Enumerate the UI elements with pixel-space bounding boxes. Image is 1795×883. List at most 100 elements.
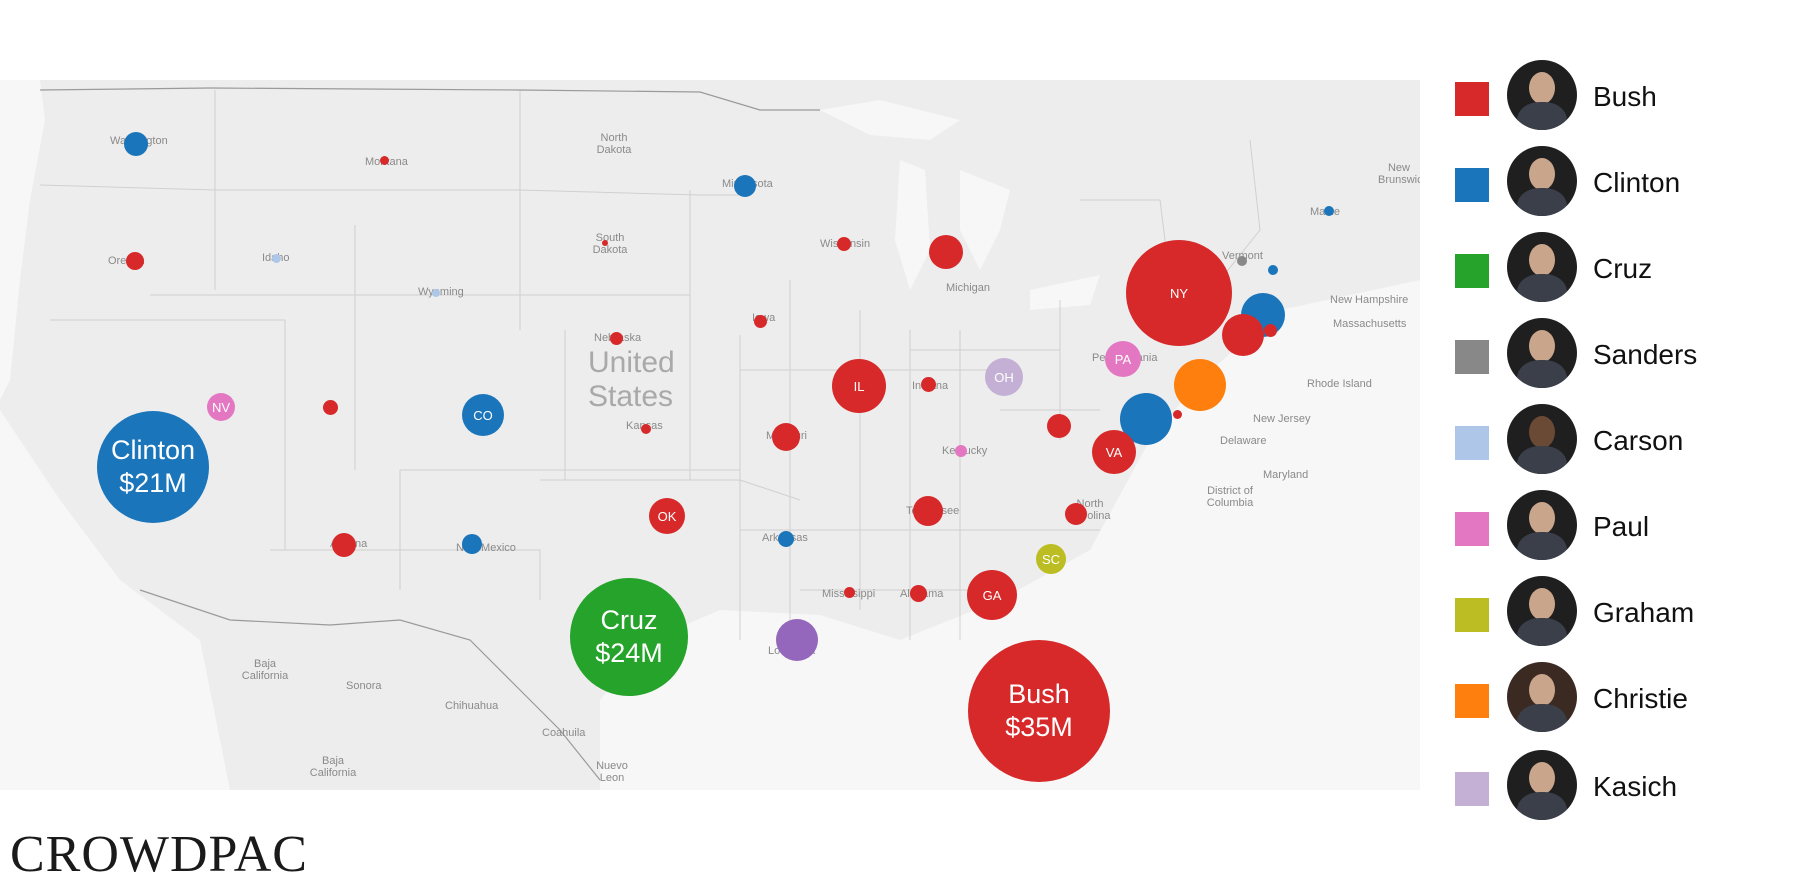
- bubble-sc[interactable]: SC: [1036, 544, 1066, 574]
- bubble-il[interactable]: IL: [832, 359, 886, 413]
- legend-swatch: [1455, 426, 1489, 460]
- label-baja-california-sur: Baja California: [309, 755, 357, 779]
- dot-west-virginia[interactable]: [1047, 414, 1071, 438]
- label-new-brunswick: New Brunswick: [1378, 162, 1420, 186]
- candidate-photo: [1507, 146, 1577, 216]
- dot-vermont[interactable]: [1237, 256, 1247, 266]
- dot-arizona[interactable]: [332, 533, 356, 557]
- bubble-co[interactable]: CO: [462, 394, 504, 436]
- legend-label: Christie: [1593, 683, 1688, 714]
- dot-wyoming[interactable]: [432, 289, 440, 297]
- bubble-pa-label: PA: [1114, 351, 1132, 367]
- candidate-photo: [1507, 490, 1577, 560]
- map-basemap: [0, 80, 1420, 790]
- bubble-cruz-amount: $24M: [595, 638, 663, 668]
- legend-label: Clinton: [1593, 167, 1681, 198]
- dot-maine[interactable]: [1324, 206, 1334, 216]
- label-new-hampshire: New Hampshire: [1330, 294, 1409, 306]
- bubble-sc-label: SC: [1041, 551, 1061, 567]
- dot-rhode-island[interactable]: [1264, 324, 1277, 337]
- bubble-oh[interactable]: OH: [985, 358, 1023, 396]
- label-wyoming: Wyoming: [418, 286, 464, 298]
- candidate-photo: [1507, 232, 1577, 302]
- bubble-bush-name: Bush: [1008, 679, 1070, 709]
- dot-kentucky[interactable]: [955, 445, 967, 457]
- legend-item-sanders[interactable]: Sanders: [1455, 318, 1785, 390]
- label-rhode-island: Rhode Island: [1307, 378, 1372, 390]
- dot-alabama[interactable]: [910, 585, 927, 602]
- bubble-cruz-national[interactable]: Cruz $24M: [570, 578, 688, 696]
- dot-nebraska[interactable]: [610, 332, 623, 345]
- label-chihuahua: Chihuahua: [445, 700, 499, 712]
- bubble-cruz-name: Cruz: [600, 605, 658, 635]
- candidate-photo: [1507, 750, 1577, 820]
- label-south-dakota: South Dakota: [592, 232, 628, 256]
- legend-item-christie[interactable]: Christie: [1455, 662, 1785, 734]
- bubble-clinton-name: Clinton: [110, 435, 196, 465]
- dot-north-carolina[interactable]: [1065, 503, 1087, 525]
- dot-idaho[interactable]: [272, 254, 281, 263]
- bubble-va-label: VA: [1105, 444, 1123, 460]
- dot-indiana[interactable]: [921, 377, 936, 392]
- bubble-ok[interactable]: OK: [649, 498, 685, 534]
- label-delaware: Delaware: [1220, 435, 1267, 447]
- bubble-pa[interactable]: PA: [1105, 341, 1141, 377]
- bubble-va[interactable]: VA: [1092, 430, 1136, 474]
- bubble-co-label: CO: [473, 407, 493, 423]
- bubble-bush-amount: $35M: [1005, 712, 1073, 742]
- legend-swatch: [1455, 168, 1489, 202]
- map-panel[interactable]: Washington Montana North Dakota Minnesot…: [0, 80, 1420, 790]
- legend-label: Cruz: [1593, 253, 1653, 284]
- dot-michigan[interactable]: [929, 235, 963, 269]
- dot-new-jersey[interactable]: [1174, 359, 1226, 411]
- legend-item-kasich[interactable]: Kasich: [1455, 750, 1785, 822]
- dot-delaware[interactable]: [1173, 410, 1182, 419]
- bubble-ny[interactable]: NY: [1126, 240, 1232, 346]
- bubble-ga-label: GA: [982, 587, 1002, 603]
- legend-swatch: [1455, 684, 1489, 718]
- legend-item-clinton[interactable]: Clinton: [1455, 146, 1785, 218]
- crowdpac-logo[interactable]: CROWDPAC: [10, 826, 308, 883]
- bubble-ga[interactable]: GA: [967, 570, 1017, 620]
- legend-label: Graham: [1593, 597, 1695, 628]
- bubble-nv[interactable]: NV: [207, 393, 235, 421]
- label-michigan: Michigan: [946, 282, 991, 294]
- legend-swatch: [1455, 254, 1489, 288]
- dot-utah[interactable]: [323, 400, 338, 415]
- legend-item-paul[interactable]: Paul: [1455, 490, 1785, 562]
- dot-missouri[interactable]: [772, 423, 800, 451]
- legend-swatch: [1455, 512, 1489, 546]
- dot-wisconsin[interactable]: [837, 237, 851, 251]
- country-label: United States: [588, 346, 675, 414]
- dot-mississippi[interactable]: [844, 587, 855, 598]
- dot-montana[interactable]: [380, 156, 389, 165]
- dot-south-dakota[interactable]: [602, 240, 608, 246]
- candidate-photo: [1507, 318, 1577, 388]
- label-new-jersey: New Jersey: [1253, 413, 1311, 425]
- candidate-photo: [1507, 576, 1577, 646]
- dot-connecticut[interactable]: [1222, 314, 1264, 356]
- bubble-il-label: IL: [853, 378, 865, 394]
- label-coahuila: Coahuila: [542, 727, 586, 739]
- legend-item-graham[interactable]: Graham: [1455, 576, 1785, 648]
- bubble-bush-national[interactable]: Bush $35M: [968, 640, 1110, 782]
- legend-item-carson[interactable]: Carson: [1455, 404, 1785, 476]
- country-label-line-2: States: [588, 380, 674, 413]
- dot-kansas[interactable]: [641, 424, 651, 434]
- dot-louisiana[interactable]: [776, 619, 818, 661]
- legend-swatch: [1455, 598, 1489, 632]
- legend-item-bush[interactable]: Bush: [1455, 60, 1785, 132]
- legend-item-cruz[interactable]: Cruz: [1455, 232, 1785, 304]
- dot-minnesota[interactable]: [734, 175, 756, 197]
- dot-oregon[interactable]: [126, 252, 144, 270]
- dot-iowa[interactable]: [754, 315, 767, 328]
- legend-label: Carson: [1593, 425, 1684, 456]
- legend-label: Bush: [1593, 81, 1657, 112]
- dot-washington[interactable]: [124, 132, 148, 156]
- bubble-clinton-national[interactable]: Clinton $21M: [97, 411, 209, 523]
- dot-arkansas[interactable]: [778, 531, 794, 547]
- dot-new-mexico[interactable]: [462, 534, 482, 554]
- label-baja-california: Baja California: [241, 658, 289, 682]
- dot-tennessee[interactable]: [913, 496, 943, 526]
- dot-new-hampshire[interactable]: [1268, 265, 1278, 275]
